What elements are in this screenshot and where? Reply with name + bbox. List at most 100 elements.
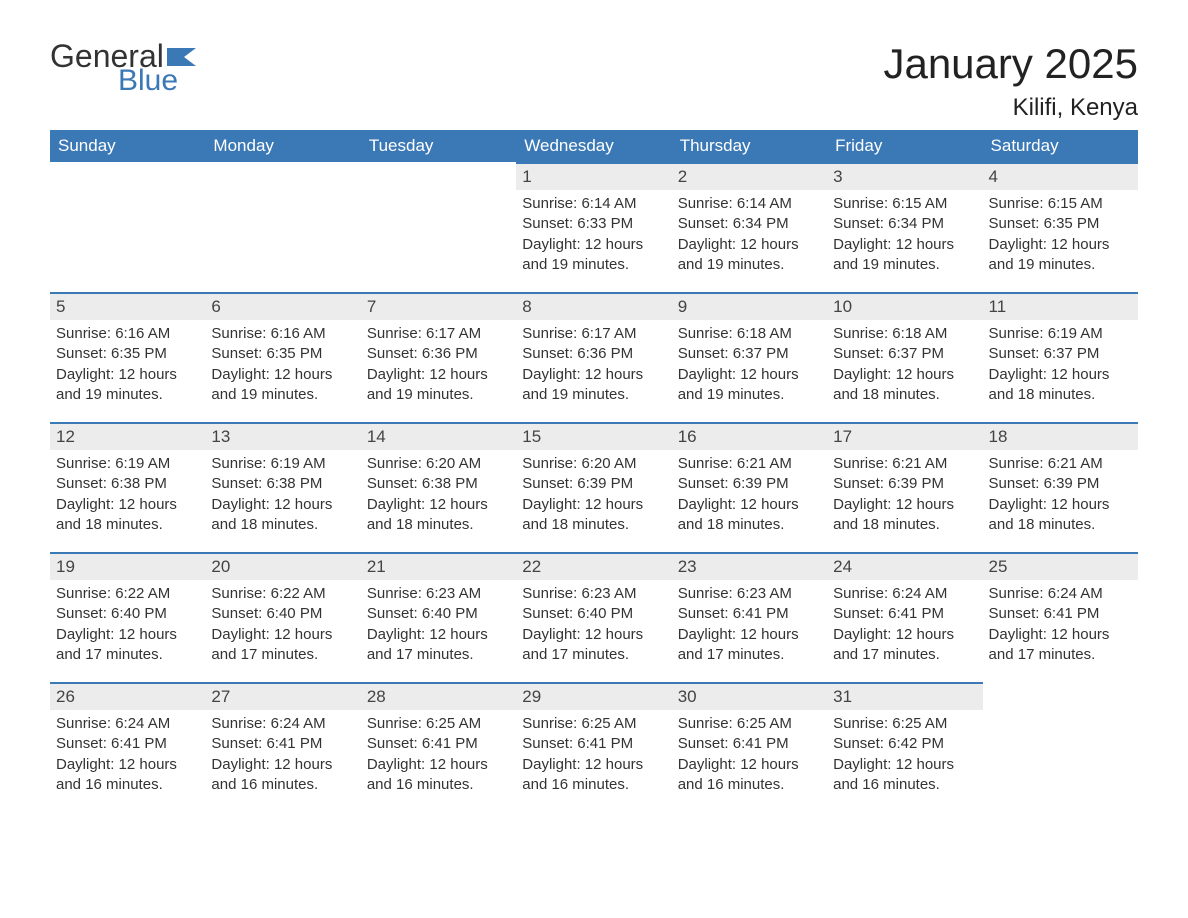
event-line: Sunrise: 6:25 AM (678, 714, 821, 734)
event-line: and 19 minutes. (522, 385, 665, 405)
event-line: and 19 minutes. (522, 255, 665, 275)
day-events: Sunrise: 6:24 AMSunset: 6:41 PMDaylight:… (827, 580, 982, 669)
day-number: 15 (516, 424, 671, 450)
calendar-cell (50, 162, 205, 292)
event-line: Sunrise: 6:14 AM (522, 194, 665, 214)
event-line: and 16 minutes. (211, 775, 354, 795)
calendar-cell: 4Sunrise: 6:15 AMSunset: 6:35 PMDaylight… (983, 162, 1138, 292)
cell-inner: 7Sunrise: 6:17 AMSunset: 6:36 PMDaylight… (361, 292, 516, 422)
day-events: Sunrise: 6:23 AMSunset: 6:40 PMDaylight:… (361, 580, 516, 669)
event-line: Sunrise: 6:24 AM (833, 584, 976, 604)
calendar-cell: 30Sunrise: 6:25 AMSunset: 6:41 PMDayligh… (672, 682, 827, 812)
calendar-cell: 22Sunrise: 6:23 AMSunset: 6:40 PMDayligh… (516, 552, 671, 682)
event-line: Daylight: 12 hours (989, 365, 1132, 385)
event-line: Sunrise: 6:18 AM (833, 324, 976, 344)
event-line: Sunset: 6:37 PM (678, 344, 821, 364)
event-line: Sunrise: 6:24 AM (211, 714, 354, 734)
event-line: Daylight: 12 hours (522, 625, 665, 645)
event-line: Daylight: 12 hours (833, 365, 976, 385)
day-number: 31 (827, 684, 982, 710)
day-events: Sunrise: 6:25 AMSunset: 6:42 PMDaylight:… (827, 710, 982, 799)
cell-inner: 14Sunrise: 6:20 AMSunset: 6:38 PMDayligh… (361, 422, 516, 552)
day-events: Sunrise: 6:25 AMSunset: 6:41 PMDaylight:… (672, 710, 827, 799)
event-line: and 19 minutes. (211, 385, 354, 405)
event-line: Sunset: 6:39 PM (833, 474, 976, 494)
day-number: 30 (672, 684, 827, 710)
event-line: Sunset: 6:39 PM (522, 474, 665, 494)
cell-inner: 5Sunrise: 6:16 AMSunset: 6:35 PMDaylight… (50, 292, 205, 422)
day-number: 23 (672, 554, 827, 580)
event-line: and 18 minutes. (833, 385, 976, 405)
event-line: Sunset: 6:37 PM (833, 344, 976, 364)
cell-inner: 24Sunrise: 6:24 AMSunset: 6:41 PMDayligh… (827, 552, 982, 682)
day-events: Sunrise: 6:19 AMSunset: 6:37 PMDaylight:… (983, 320, 1138, 409)
cell-inner: 27Sunrise: 6:24 AMSunset: 6:41 PMDayligh… (205, 682, 360, 812)
cell-inner: 18Sunrise: 6:21 AMSunset: 6:39 PMDayligh… (983, 422, 1138, 552)
event-line: Sunset: 6:41 PM (56, 734, 199, 754)
cell-inner: 16Sunrise: 6:21 AMSunset: 6:39 PMDayligh… (672, 422, 827, 552)
calendar-cell: 24Sunrise: 6:24 AMSunset: 6:41 PMDayligh… (827, 552, 982, 682)
calendar-cell: 15Sunrise: 6:20 AMSunset: 6:39 PMDayligh… (516, 422, 671, 552)
calendar-cell (983, 682, 1138, 812)
calendar-cell: 20Sunrise: 6:22 AMSunset: 6:40 PMDayligh… (205, 552, 360, 682)
event-line: Sunset: 6:39 PM (989, 474, 1132, 494)
event-line: Sunrise: 6:18 AM (678, 324, 821, 344)
day-number: 17 (827, 424, 982, 450)
event-line: and 17 minutes. (989, 645, 1132, 665)
event-line: Sunrise: 6:23 AM (522, 584, 665, 604)
event-line: Sunrise: 6:19 AM (211, 454, 354, 474)
calendar-cell: 6Sunrise: 6:16 AMSunset: 6:35 PMDaylight… (205, 292, 360, 422)
day-number: 11 (983, 294, 1138, 320)
cell-inner: 29Sunrise: 6:25 AMSunset: 6:41 PMDayligh… (516, 682, 671, 812)
calendar-cell: 18Sunrise: 6:21 AMSunset: 6:39 PMDayligh… (983, 422, 1138, 552)
day-header: Tuesday (361, 130, 516, 162)
day-number: 14 (361, 424, 516, 450)
day-events: Sunrise: 6:16 AMSunset: 6:35 PMDaylight:… (205, 320, 360, 409)
event-line: Sunrise: 6:17 AM (367, 324, 510, 344)
event-line: Daylight: 12 hours (367, 755, 510, 775)
event-line: Sunset: 6:35 PM (56, 344, 199, 364)
day-events: Sunrise: 6:24 AMSunset: 6:41 PMDaylight:… (983, 580, 1138, 669)
day-number: 7 (361, 294, 516, 320)
event-line: Daylight: 12 hours (211, 495, 354, 515)
day-events: Sunrise: 6:18 AMSunset: 6:37 PMDaylight:… (672, 320, 827, 409)
event-line: Sunset: 6:40 PM (56, 604, 199, 624)
event-line: Sunset: 6:39 PM (678, 474, 821, 494)
event-line: and 17 minutes. (678, 645, 821, 665)
event-line: Sunrise: 6:21 AM (833, 454, 976, 474)
event-line: Sunrise: 6:22 AM (56, 584, 199, 604)
day-number: 25 (983, 554, 1138, 580)
day-number: 22 (516, 554, 671, 580)
calendar-cell: 5Sunrise: 6:16 AMSunset: 6:35 PMDaylight… (50, 292, 205, 422)
calendar-cell: 2Sunrise: 6:14 AMSunset: 6:34 PMDaylight… (672, 162, 827, 292)
cell-inner: 9Sunrise: 6:18 AMSunset: 6:37 PMDaylight… (672, 292, 827, 422)
event-line: and 19 minutes. (678, 255, 821, 275)
event-line: Daylight: 12 hours (833, 495, 976, 515)
event-line: Sunrise: 6:20 AM (367, 454, 510, 474)
cell-inner: 1Sunrise: 6:14 AMSunset: 6:33 PMDaylight… (516, 162, 671, 292)
event-line: Sunrise: 6:19 AM (56, 454, 199, 474)
event-line: Daylight: 12 hours (833, 235, 976, 255)
cell-inner: 21Sunrise: 6:23 AMSunset: 6:40 PMDayligh… (361, 552, 516, 682)
event-line: and 19 minutes. (678, 385, 821, 405)
event-line: Sunset: 6:41 PM (522, 734, 665, 754)
event-line: Daylight: 12 hours (989, 495, 1132, 515)
cell-inner: 22Sunrise: 6:23 AMSunset: 6:40 PMDayligh… (516, 552, 671, 682)
event-line: Daylight: 12 hours (678, 625, 821, 645)
event-line: Sunset: 6:41 PM (833, 604, 976, 624)
calendar-cell: 16Sunrise: 6:21 AMSunset: 6:39 PMDayligh… (672, 422, 827, 552)
event-line: Sunrise: 6:19 AM (989, 324, 1132, 344)
event-line: Sunrise: 6:14 AM (678, 194, 821, 214)
event-line: Daylight: 12 hours (56, 495, 199, 515)
event-line: Sunset: 6:42 PM (833, 734, 976, 754)
event-line: and 16 minutes. (522, 775, 665, 795)
day-events: Sunrise: 6:19 AMSunset: 6:38 PMDaylight:… (50, 450, 205, 539)
day-number: 2 (672, 164, 827, 190)
day-number: 28 (361, 684, 516, 710)
day-events: Sunrise: 6:21 AMSunset: 6:39 PMDaylight:… (672, 450, 827, 539)
location: Kilifi, Kenya (883, 94, 1138, 122)
cell-inner: 23Sunrise: 6:23 AMSunset: 6:41 PMDayligh… (672, 552, 827, 682)
calendar-week: 26Sunrise: 6:24 AMSunset: 6:41 PMDayligh… (50, 682, 1138, 812)
event-line: and 18 minutes. (522, 515, 665, 535)
cell-inner: 28Sunrise: 6:25 AMSunset: 6:41 PMDayligh… (361, 682, 516, 812)
